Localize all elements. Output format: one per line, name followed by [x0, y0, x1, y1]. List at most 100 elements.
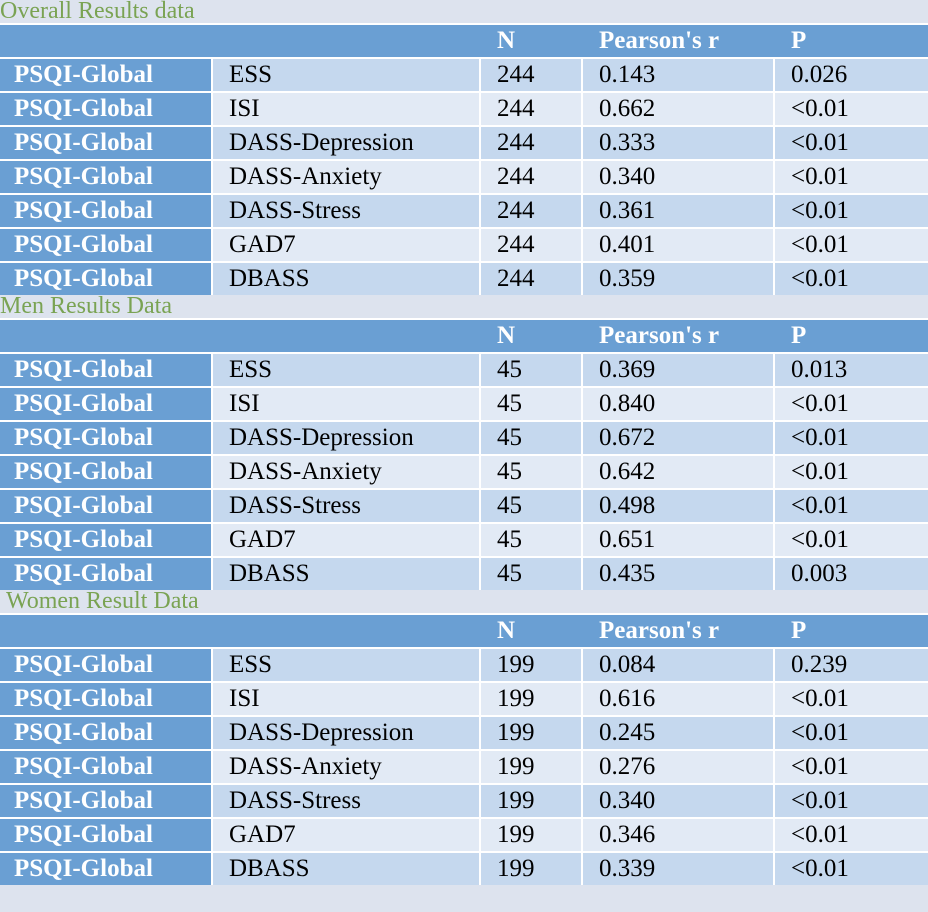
- header-row: N Pearson's r P: [0, 23, 928, 57]
- table-row: PSQI-Global ESS 244 0.143 0.026: [0, 57, 928, 91]
- p-cell: 0.026: [775, 57, 928, 91]
- p-cell: <0.01: [775, 817, 928, 851]
- row-label: PSQI-Global: [0, 488, 213, 522]
- table-row: PSQI-Global DBASS 45 0.435 0.003: [0, 556, 928, 590]
- p-cell: <0.01: [775, 386, 928, 420]
- r-cell: 0.642: [583, 454, 775, 488]
- header-cell-pearson: Pearson's r: [583, 318, 775, 352]
- n-cell: 199: [481, 715, 583, 749]
- measure-cell: ISI: [213, 681, 481, 715]
- n-cell: 244: [481, 91, 583, 125]
- n-cell: 199: [481, 783, 583, 817]
- table-row: PSQI-Global ESS 45 0.369 0.013: [0, 352, 928, 386]
- n-cell: 244: [481, 57, 583, 91]
- p-cell: <0.01: [775, 193, 928, 227]
- header-cell-n: N: [481, 23, 583, 57]
- header-row: N Pearson's r P: [0, 318, 928, 352]
- r-cell: 0.361: [583, 193, 775, 227]
- measure-cell: DBASS: [213, 851, 481, 885]
- measure-cell: GAD7: [213, 522, 481, 556]
- header-cell-p: P: [775, 318, 928, 352]
- results-table-overall: N Pearson's r P PSQI-Global ESS 244 0.14…: [0, 23, 928, 295]
- header-cell: [213, 613, 481, 647]
- measure-cell: DASS-Depression: [213, 420, 481, 454]
- page-bottom-edge: [0, 903, 928, 912]
- table-row: PSQI-Global DASS-Anxiety 45 0.642 <0.01: [0, 454, 928, 488]
- measure-cell: GAD7: [213, 817, 481, 851]
- r-cell: 0.143: [583, 57, 775, 91]
- n-cell: 45: [481, 352, 583, 386]
- row-label: PSQI-Global: [0, 749, 213, 783]
- header-cell: [0, 613, 213, 647]
- r-cell: 0.276: [583, 749, 775, 783]
- table-row: PSQI-Global GAD7 199 0.346 <0.01: [0, 817, 928, 851]
- p-cell: <0.01: [775, 91, 928, 125]
- p-cell: <0.01: [775, 261, 928, 295]
- p-cell: 0.003: [775, 556, 928, 590]
- row-label: PSQI-Global: [0, 57, 213, 91]
- row-label: PSQI-Global: [0, 91, 213, 125]
- measure-cell: DASS-Stress: [213, 488, 481, 522]
- section-title-women: Women Result Data: [0, 589, 928, 613]
- header-cell: [213, 23, 481, 57]
- row-label: PSQI-Global: [0, 261, 213, 295]
- p-cell: <0.01: [775, 125, 928, 159]
- n-cell: 199: [481, 681, 583, 715]
- r-cell: 0.084: [583, 647, 775, 681]
- r-cell: 0.651: [583, 522, 775, 556]
- measure-cell: ISI: [213, 91, 481, 125]
- r-cell: 0.498: [583, 488, 775, 522]
- table-row: PSQI-Global DASS-Depression 45 0.672 <0.…: [0, 420, 928, 454]
- p-cell: <0.01: [775, 488, 928, 522]
- table-row: PSQI-Global DBASS 244 0.359 <0.01: [0, 261, 928, 295]
- measure-cell: ESS: [213, 647, 481, 681]
- table-row: PSQI-Global DASS-Anxiety 199 0.276 <0.01: [0, 749, 928, 783]
- measure-cell: DASS-Stress: [213, 783, 481, 817]
- n-cell: 199: [481, 647, 583, 681]
- row-label: PSQI-Global: [0, 420, 213, 454]
- r-cell: 0.672: [583, 420, 775, 454]
- measure-cell: ESS: [213, 352, 481, 386]
- n-cell: 244: [481, 159, 583, 193]
- row-label: PSQI-Global: [0, 783, 213, 817]
- r-cell: 0.369: [583, 352, 775, 386]
- row-label: PSQI-Global: [0, 715, 213, 749]
- r-cell: 0.401: [583, 227, 775, 261]
- r-cell: 0.840: [583, 386, 775, 420]
- measure-cell: ISI: [213, 386, 481, 420]
- p-cell: <0.01: [775, 227, 928, 261]
- p-cell: <0.01: [775, 159, 928, 193]
- row-label: PSQI-Global: [0, 159, 213, 193]
- r-cell: 0.662: [583, 91, 775, 125]
- n-cell: 244: [481, 227, 583, 261]
- table-row: PSQI-Global DASS-Depression 199 0.245 <0…: [0, 715, 928, 749]
- header-cell-n: N: [481, 318, 583, 352]
- measure-cell: GAD7: [213, 227, 481, 261]
- header-cell: [0, 318, 213, 352]
- row-label: PSQI-Global: [0, 817, 213, 851]
- p-cell: <0.01: [775, 749, 928, 783]
- table-row: PSQI-Global GAD7 244 0.401 <0.01: [0, 227, 928, 261]
- r-cell: 0.435: [583, 556, 775, 590]
- measure-cell: DASS-Anxiety: [213, 454, 481, 488]
- results-table-men: N Pearson's r P PSQI-Global ESS 45 0.369…: [0, 318, 928, 590]
- n-cell: 45: [481, 488, 583, 522]
- header-row: N Pearson's r P: [0, 613, 928, 647]
- section-title-men: Men Results Data: [0, 294, 928, 318]
- n-cell: 244: [481, 125, 583, 159]
- p-cell: <0.01: [775, 420, 928, 454]
- row-label: PSQI-Global: [0, 556, 213, 590]
- measure-cell: DBASS: [213, 556, 481, 590]
- n-cell: 45: [481, 522, 583, 556]
- header-cell-pearson: Pearson's r: [583, 613, 775, 647]
- p-cell: <0.01: [775, 454, 928, 488]
- table-row: PSQI-Global DASS-Stress 244 0.361 <0.01: [0, 193, 928, 227]
- p-cell: 0.239: [775, 647, 928, 681]
- row-label: PSQI-Global: [0, 193, 213, 227]
- table-row: PSQI-Global DBASS 199 0.339 <0.01: [0, 851, 928, 885]
- p-cell: <0.01: [775, 783, 928, 817]
- row-label: PSQI-Global: [0, 386, 213, 420]
- r-cell: 0.339: [583, 851, 775, 885]
- n-cell: 45: [481, 386, 583, 420]
- measure-cell: DASS-Anxiety: [213, 749, 481, 783]
